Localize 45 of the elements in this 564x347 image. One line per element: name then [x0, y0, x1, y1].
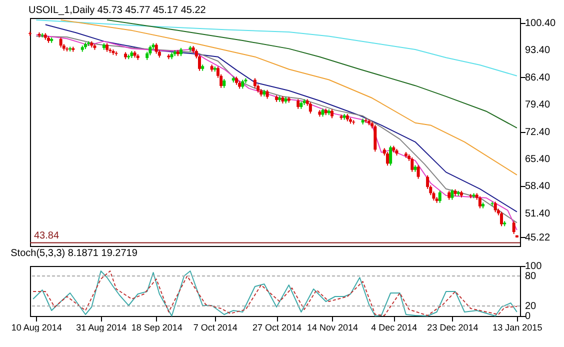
candlestick: [253, 78, 256, 88]
candlestick: [438, 190, 442, 204]
x-tick-label: 13 Jan 2015: [492, 322, 542, 332]
y-tick-label: 20: [525, 301, 537, 312]
candlestick: [410, 156, 414, 172]
x-tick-label: 18 Sep 2014: [131, 322, 182, 332]
line-series: [36, 19, 518, 76]
candlestick: [148, 45, 152, 56]
y-tick-label: 93.40: [525, 45, 550, 56]
candlestick: [389, 145, 392, 166]
y-tick-label: 100: [525, 261, 542, 272]
candlestick: [374, 124, 377, 152]
candlestick: [386, 152, 389, 166]
candlestick: [512, 220, 516, 234]
chart-title: Stoch(5,3,3) 8.1871 19.2719: [10, 248, 138, 259]
y-tick-label: 100.40: [525, 18, 556, 30]
x-tick-label: 23 Dec 2014: [427, 322, 478, 332]
y-tick-label: 72.40: [525, 126, 550, 138]
candlestick: [494, 201, 497, 213]
x-tick-label: 4 Dec 2014: [371, 322, 418, 332]
y-tick-label: 0: [525, 311, 531, 322]
x-tick-label: 31 Aug 2014: [76, 322, 127, 332]
chart-title: USOIL_1,Daily 45.73 45.77 45.17 45.22: [28, 5, 206, 16]
y-tick-label: 86.40: [525, 72, 550, 84]
candlestick: [59, 36, 62, 48]
candlestick: [296, 98, 300, 110]
candlestick: [308, 102, 312, 114]
x-tick-label: 10 Aug 2014: [11, 322, 62, 332]
candlestick: [500, 211, 504, 227]
candlestick: [416, 164, 420, 180]
y-tick-label: 51.40: [525, 208, 550, 220]
x-tick-label: 7 Oct 2014: [193, 322, 238, 332]
candlestick: [450, 188, 454, 200]
x-tick-label: 14 Nov 2014: [306, 322, 358, 332]
x-tick-label: 27 Oct 2014: [252, 322, 302, 332]
y-tick-label: 79.40: [525, 100, 550, 111]
candlestick: [154, 42, 158, 54]
ref-line-label: 43.84: [34, 230, 60, 242]
line-series: [106, 19, 518, 128]
y-tick-label: 45.22: [525, 232, 550, 244]
y-tick-label: 65.40: [525, 154, 550, 165]
candlestick: [478, 196, 482, 209]
y-tick-label: 58.40: [525, 181, 550, 192]
y-tick-label: 80: [525, 271, 537, 282]
line-series: [60, 19, 518, 176]
